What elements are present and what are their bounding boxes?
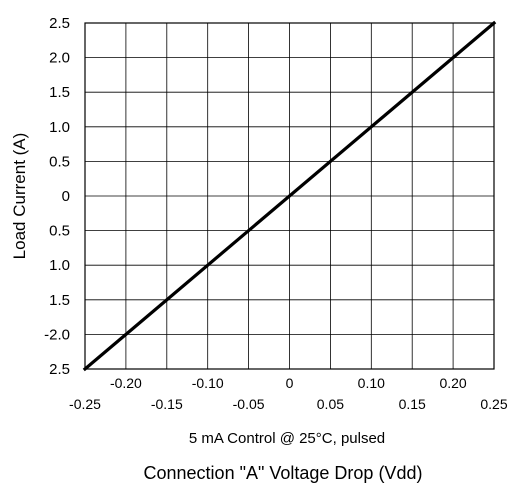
x-tick-label: -0.05	[233, 396, 265, 412]
y-tick-label: 2.5	[49, 15, 70, 32]
y-tick-label: 2.5	[49, 361, 70, 378]
x-tick-label: 0.05	[317, 396, 344, 412]
y-tick-label: 1.5	[49, 84, 70, 101]
x-tick-label: 0.25	[480, 396, 507, 412]
grid	[85, 23, 494, 369]
y-tick-label: 1.0	[49, 119, 70, 136]
y-tick-label: 2.0	[49, 50, 70, 67]
y-tick-label: -2.0	[44, 326, 70, 343]
x-tick-label: -0.20	[110, 375, 142, 391]
y-tick-label: 1.0	[49, 257, 70, 274]
y-tick-label: 0.5	[49, 223, 70, 240]
x-tick-label: -0.25	[69, 396, 101, 412]
y-tick-label: 0	[62, 188, 70, 205]
x-axis-label: Connection "A" Voltage Drop (Vdd)	[144, 463, 423, 483]
y-tick-label: 0.5	[49, 153, 70, 170]
series-line	[82, 20, 497, 372]
series-layer	[82, 20, 497, 372]
x-tick-label: -0.15	[151, 396, 183, 412]
y-axis-label: Load Current (A)	[10, 133, 29, 260]
y-tick-labels: 2.5 2.0 1.5 1.0 0.5 0 0.5 1.0 1.5 -2.0 2.5	[44, 15, 70, 378]
y-tick-label: 1.5	[49, 292, 70, 309]
x-tick-label: 0.15	[399, 396, 426, 412]
x-axis-subcaption: 5 mA Control @ 25°C, pulsed	[189, 430, 385, 447]
x-tick-label: 0	[286, 375, 294, 391]
x-tick-labels: -0.20 -0.10 0 0.10 0.20 -0.25 -0.15 -0.05 0.05 0.…	[69, 375, 508, 412]
x-tick-label: -0.10	[192, 375, 224, 391]
plot-frame	[84, 22, 495, 370]
x-tick-label: 0.20	[439, 375, 466, 391]
x-tick-label: 0.10	[358, 375, 385, 391]
